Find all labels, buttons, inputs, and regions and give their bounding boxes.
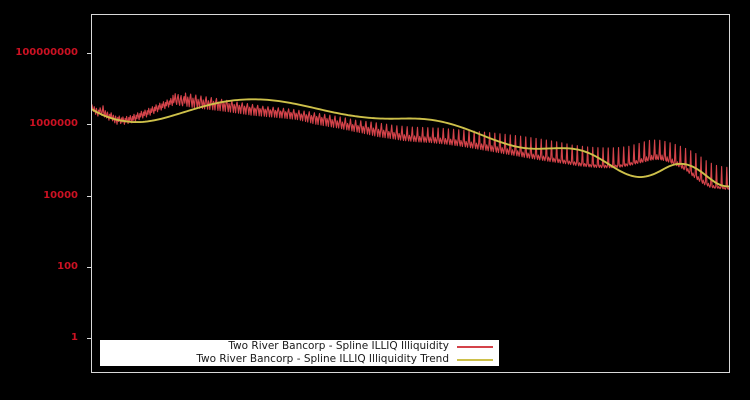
y-axis-tick-labels: 100000000 1000000 10000 100 1 xyxy=(0,0,86,400)
y-axis-tick-label: 1000000 xyxy=(29,118,78,130)
series-line-swatch-icon xyxy=(457,345,493,348)
legend-label-trend: Two River Bancorp - Spline ILLIQ Illiqui… xyxy=(196,353,449,365)
legend-entry-series: Two River Bancorp - Spline ILLIQ Illiqui… xyxy=(100,340,499,353)
plot-frame xyxy=(91,14,730,373)
chart-legend: Two River Bancorp - Spline ILLIQ Illiqui… xyxy=(100,340,499,366)
y-axis-tick-label: 10000 xyxy=(43,189,78,201)
y-axis-tick-label: 100 xyxy=(57,260,78,272)
y-axis-tick-mark xyxy=(87,124,91,126)
illiquidity-series-line xyxy=(92,92,729,190)
plot-canvas xyxy=(92,92,729,190)
y-axis-tick-mark xyxy=(87,195,91,197)
y-axis-tick-label: 100000000 xyxy=(15,47,78,58)
legend-label-series: Two River Bancorp - Spline ILLIQ Illiqui… xyxy=(228,340,449,352)
y-axis-tick-mark xyxy=(87,338,91,339)
y-axis-tick-label: 1 xyxy=(71,332,78,343)
y-axis-tick-mark xyxy=(87,266,91,268)
y-axis-tick-mark xyxy=(87,53,91,54)
legend-entry-trend: Two River Bancorp - Spline ILLIQ Illiqui… xyxy=(100,353,499,366)
illiquidity-trend-line xyxy=(92,98,729,188)
trend-line-swatch-icon xyxy=(457,358,493,361)
